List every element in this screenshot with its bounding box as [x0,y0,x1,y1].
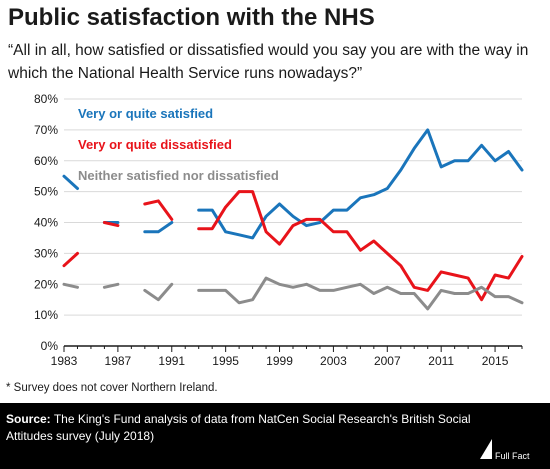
legend-label-neither: Neither satisfied nor dissatisfied [78,168,279,183]
x-tick-label: 2011 [428,354,454,368]
y-tick-label: 70% [34,123,58,137]
legend-label-dissatisfied: Very or quite dissatisfied [78,137,232,152]
x-tick-label: 1983 [51,354,78,368]
y-tick-label: 50% [34,185,58,199]
series-line-neither [62,282,79,289]
series-line-neither [197,276,524,311]
series-line-dissatisfied [143,199,174,221]
y-tick-label: 20% [34,277,58,291]
x-tick-label: 2003 [320,354,347,368]
chart-title: Public satisfaction with the NHS [8,4,375,31]
series-dissatisfied [62,190,524,302]
x-tick-label: 1999 [266,354,293,368]
source-description: The King's Fund analysis of data from Na… [6,412,471,443]
x-tick-label: 1987 [105,354,132,368]
line-chart: 0% 10% 20% 30% 40% 50% 60% 70% 80% 1983 1987 1991 19… [34,92,524,368]
series-line-dissatisfied [197,190,524,302]
series-line-satisfied [62,174,79,190]
y-tick-label: 60% [34,154,58,168]
y-tick-label: 30% [34,246,58,260]
y-tick-label: 10% [34,308,58,322]
legend-label-satisfied: Very or quite satisfied [78,106,213,121]
chart-subtitle: “All in all, how satisfied or dissatisfi… [8,42,529,82]
legend: Very or quite satisfied Very or quite dis… [78,106,279,183]
series-line-dissatisfied [62,251,79,268]
logo-text: Full Fact [495,451,530,461]
y-tick-label: 0% [41,339,59,353]
series-line-satisfied [197,128,524,240]
series-satisfied [62,128,524,240]
x-tick-label: 1995 [212,354,239,368]
footnote: * Survey does not cover Northern Ireland… [6,382,218,394]
series-neither [62,276,524,311]
y-tick-label: 40% [34,216,58,230]
x-tick-label: 2007 [374,354,401,368]
gridlines [64,98,522,316]
source-label: Source: [6,412,51,426]
source-citation: Source: The King's Fund analysis of data… [6,411,476,445]
series-line-neither [143,282,174,302]
x-tick-label: 2015 [482,354,509,368]
full-fact-logo: Full Fact [480,439,530,461]
series-lines [62,128,524,311]
series-line-neither [102,282,120,289]
x-tick-label: 1991 [158,354,185,368]
source-bar: Source: The King's Fund analysis of data… [0,403,550,469]
y-tick-label: 80% [34,92,58,106]
axes: 0% 10% 20% 30% 40% 50% 60% 70% 80% 1983 1987 1991 19… [34,92,523,368]
series-line-satisfied [143,221,174,234]
series-line-dissatisfied [102,221,120,228]
